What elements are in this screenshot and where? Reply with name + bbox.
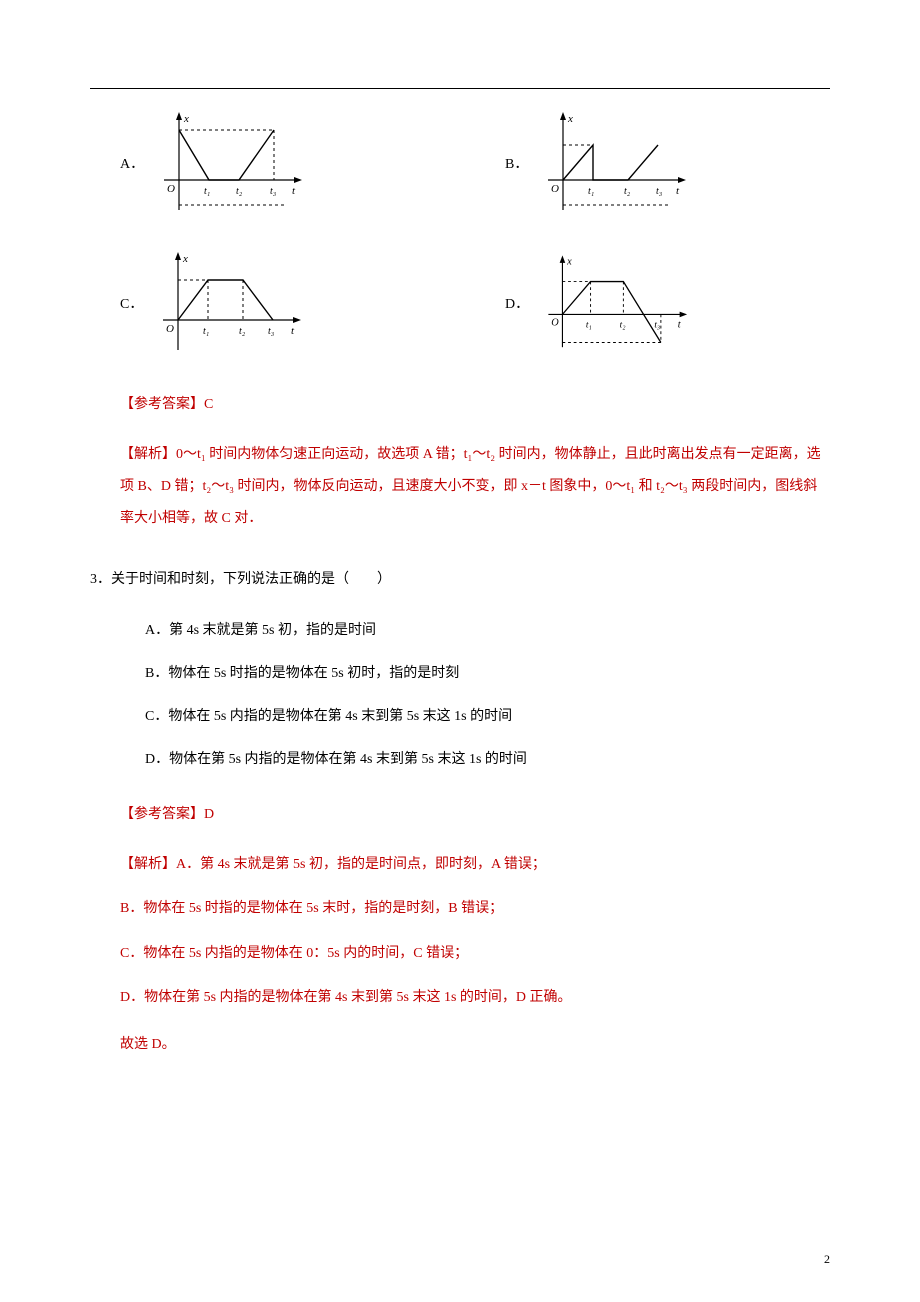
svg-text:x: x bbox=[566, 257, 572, 268]
graph-a: x t O t₁ t₂ t₃ bbox=[154, 110, 304, 220]
svg-text:x: x bbox=[567, 113, 573, 125]
svg-text:t₃: t₃ bbox=[270, 186, 277, 197]
q3-option-b: B．物体在 5s 时指的是物体在 5s 初时，指的是时刻 bbox=[145, 659, 830, 690]
svg-text:t₃: t₃ bbox=[268, 326, 275, 337]
q3-stem-text: 3．关于时间和时刻，下列说法正确的是（ ） bbox=[90, 572, 391, 587]
svg-text:t₁: t₁ bbox=[588, 186, 594, 197]
svg-text:t: t bbox=[291, 325, 295, 337]
q3-option-c: C．物体在 5s 内指的是物体在第 4s 末到第 5s 末这 1s 的时间 bbox=[145, 702, 830, 733]
q3-options: A．第 4s 末就是第 5s 初，指的是时间 B．物体在 5s 时指的是物体在 … bbox=[145, 616, 830, 775]
graph-c: x t O t₁ t₂ t₃ bbox=[153, 250, 303, 360]
svg-text:t₂: t₂ bbox=[236, 186, 243, 197]
q2-option-d: D． x t O t₁ t₂ t₃ bbox=[505, 250, 830, 360]
svg-text:O: O bbox=[167, 183, 175, 195]
q3-stem: 3．关于时间和时刻，下列说法正确的是（ ） bbox=[90, 565, 830, 596]
page-number: 2 bbox=[824, 1246, 830, 1272]
q3-analysis: 【解析】A．第 4s 末就是第 5s 初，指的是时间点，即时刻，A 错误； B．… bbox=[120, 849, 830, 1014]
svg-text:t: t bbox=[678, 320, 682, 331]
q3-analysis-c: C．物体在 5s 内指的是物体在 0：5s 内的时间，C 错误； bbox=[120, 938, 830, 970]
svg-text:t: t bbox=[292, 185, 296, 197]
option-letter-a: A． bbox=[120, 150, 144, 181]
q3-answer: 【参考答案】D bbox=[120, 800, 830, 831]
top-rule bbox=[90, 88, 830, 89]
q2-answer: 【参考答案】C bbox=[120, 390, 830, 421]
svg-text:O: O bbox=[551, 183, 559, 195]
graph-d: x t O t₁ t₂ t₃ bbox=[539, 250, 689, 360]
option-letter-b: B． bbox=[505, 150, 528, 181]
svg-text:O: O bbox=[166, 323, 174, 335]
graph-b: x t O t₁ t₂ t₃ bbox=[538, 110, 688, 220]
svg-text:x: x bbox=[182, 253, 188, 265]
svg-text:x: x bbox=[183, 113, 189, 125]
option-letter-c: C． bbox=[120, 290, 143, 321]
svg-text:t₂: t₂ bbox=[624, 186, 631, 197]
q3-analysis-d: D．物体在第 5s 内指的是物体在第 4s 末到第 5s 末这 1s 的时间，D… bbox=[120, 982, 830, 1014]
svg-text:t₂: t₂ bbox=[239, 326, 246, 337]
q2-option-c: C． x t O t₁ t₂ t₃ bbox=[120, 250, 445, 360]
svg-text:t: t bbox=[676, 185, 680, 197]
option-letter-d: D． bbox=[505, 290, 529, 321]
q2-option-b: B． x t O t₁ t₂ t₃ bbox=[505, 110, 830, 220]
q3-analysis-a: 【解析】A．第 4s 末就是第 5s 初，指的是时间点，即时刻，A 错误； bbox=[120, 849, 830, 881]
svg-text:t₃: t₃ bbox=[656, 186, 663, 197]
svg-text:t₁: t₁ bbox=[204, 186, 210, 197]
svg-text:t₁: t₁ bbox=[586, 321, 592, 331]
q2-option-a: A． x t O t₁ t₂ t₃ bbox=[120, 110, 445, 220]
q3-analysis-b: B．物体在 5s 时指的是物体在 5s 末时，指的是时刻，B 错误； bbox=[120, 893, 830, 925]
svg-text:O: O bbox=[551, 318, 559, 329]
svg-text:t₁: t₁ bbox=[203, 326, 209, 337]
q3-final-choice: 故选 D。 bbox=[120, 1030, 830, 1061]
svg-text:t₂: t₂ bbox=[620, 321, 627, 331]
q2-options-grid: A． x t O t₁ t₂ t₃ B． x t bbox=[120, 110, 830, 360]
q2-analysis: 【解析】0～t₁ 时间内物体匀速正向运动，故选项 A 错；t₁～t₂ 时间内，物… bbox=[120, 439, 830, 536]
q3-option-a: A．第 4s 末就是第 5s 初，指的是时间 bbox=[145, 616, 830, 647]
svg-text:t₃: t₃ bbox=[654, 321, 660, 331]
q3-option-d: D．物体在第 5s 内指的是物体在第 4s 末到第 5s 末这 1s 的时间 bbox=[145, 745, 830, 776]
